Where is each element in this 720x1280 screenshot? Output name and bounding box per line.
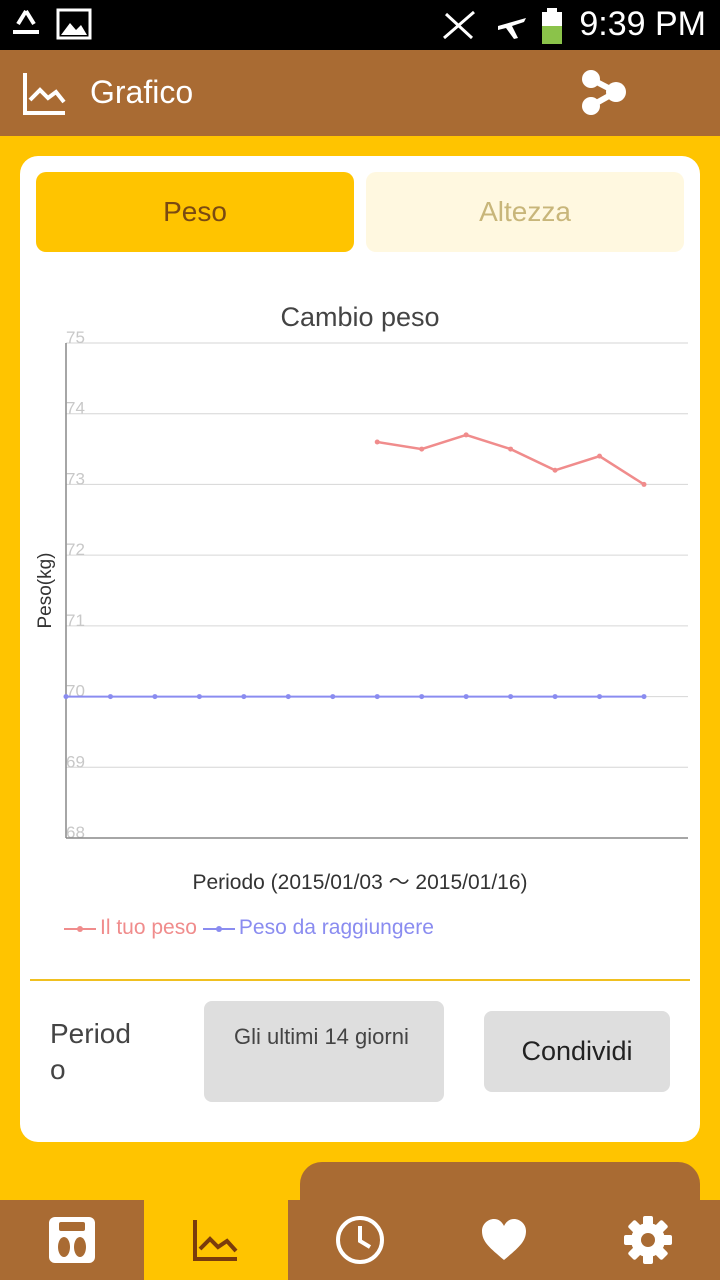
weight-chart: 75 74 73 72 71 70 69 68 Peso(kg) [35,328,688,842]
data-point [419,694,425,700]
bottom-nav [0,1200,720,1280]
data-point [552,694,558,700]
data-point [330,694,336,700]
y-tick-label: 70 [66,682,85,701]
chart-x-label: Periodo (2015/01/03 〜 2015/01/16) [192,871,528,894]
status-time: 9:39 PM [579,5,706,43]
data-point [463,432,469,438]
nav-chart[interactable] [144,1200,288,1280]
chart-title: Cambio peso [280,302,440,332]
period-label-line: Period [50,1018,131,1049]
share-button[interactable]: Condividi [484,1011,670,1092]
chart-legend: Il tuo peso Peso da raggiungere [64,916,434,940]
data-point [597,694,603,700]
data-point [374,439,380,445]
y-tick-label: 68 [66,823,85,842]
data-point [419,446,425,452]
y-tick-label: 71 [66,611,85,630]
y-tick-label: 74 [66,399,85,418]
page-title: Grafico [90,74,194,110]
data-point [152,694,158,700]
battery-icon [542,8,562,44]
share-icon[interactable] [578,68,630,118]
legend-item-il-tuo-peso: Il tuo peso [64,916,197,940]
data-point [597,453,603,459]
legend-label: Il tuo peso [100,916,197,939]
data-point [552,467,558,473]
data-point [641,694,647,700]
chart-y-label: Peso(kg) [35,552,56,628]
y-tick-label: 73 [66,469,85,488]
gear-icon [624,1216,672,1264]
tab-peso[interactable]: Peso [36,172,354,252]
data-point [508,694,514,700]
scale-icon [49,1217,95,1263]
y-tick-label: 69 [66,752,85,771]
no-signal-icon [443,10,475,40]
data-point [196,694,202,700]
data-point [463,694,469,700]
nav-favorites[interactable] [432,1200,576,1280]
recycle-icon [13,9,39,34]
series-line [377,433,645,486]
data-point [374,694,380,700]
data-point [107,694,113,700]
chart-icon [193,1220,238,1261]
y-tick-label: 75 [66,328,85,347]
divider [30,979,690,981]
period-label: Period o [50,1016,160,1088]
legend-label: Peso da raggiungere [238,916,434,939]
nav-history[interactable] [288,1200,432,1280]
image-icon [56,8,92,40]
heart-icon [482,1219,526,1260]
status-bar: 9:39 PM [0,0,720,50]
airplane-icon [498,18,526,39]
period-label-line: o [50,1054,66,1085]
chart-card: Peso Altezza Cambio peso 75 74 73 72 71 70 69 6… [20,156,700,1142]
data-point [508,446,514,452]
nav-scale[interactable] [0,1200,144,1280]
data-point [63,694,69,700]
app-bar: Grafico [0,50,720,136]
nav-settings[interactable] [576,1200,720,1280]
tab-altezza[interactable]: Altezza [366,172,684,252]
data-point [241,694,247,700]
period-select-button[interactable]: Gli ultimi 14 giorni [204,1001,444,1102]
data-point [641,481,647,487]
clock-icon [336,1216,384,1264]
data-point [285,694,291,700]
legend-item-peso-da-raggiungere: Peso da raggiungere [202,916,434,940]
chart-icon [23,73,66,115]
y-tick-label: 72 [66,540,85,559]
